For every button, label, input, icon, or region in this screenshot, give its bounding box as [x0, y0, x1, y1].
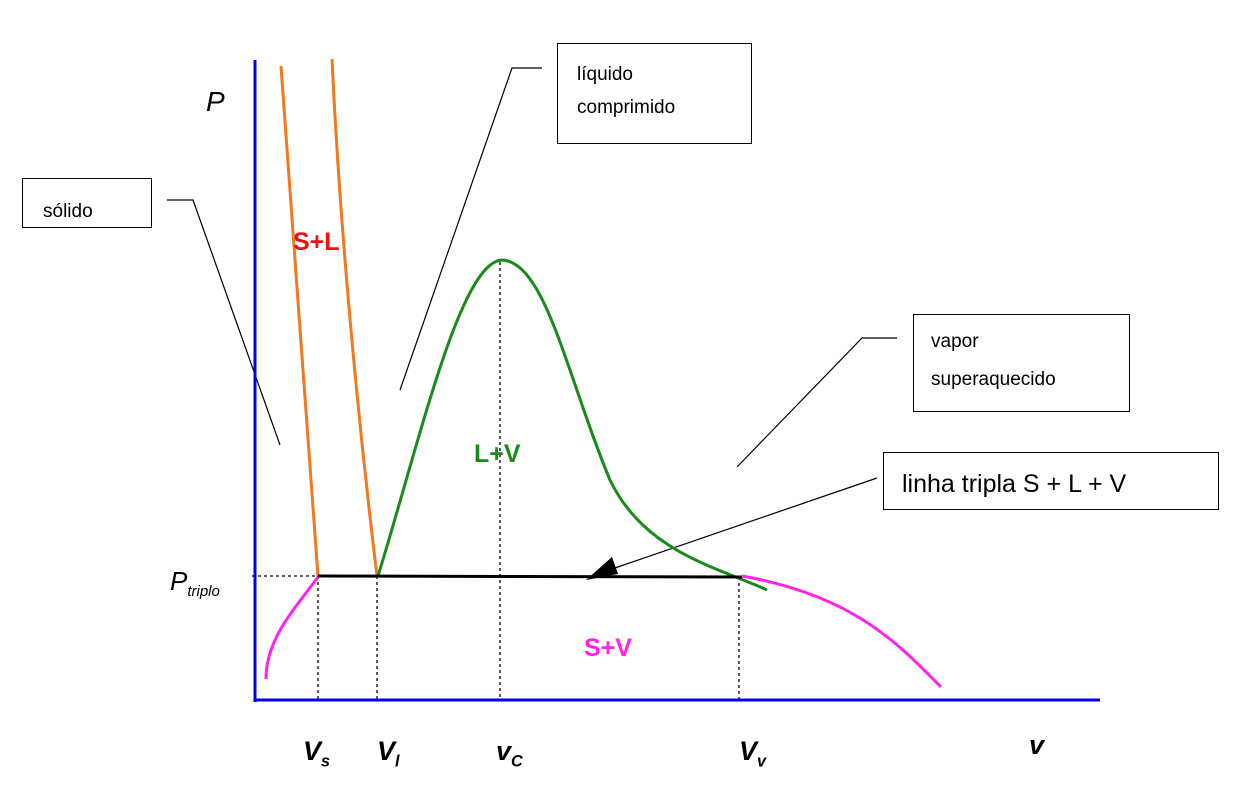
tick-label-vc: vC — [496, 736, 523, 771]
p-triple-label: Ptriplo — [170, 566, 220, 600]
triple-line-leader-line — [611, 477, 878, 570]
compressed-liquid-callout-box: líquido comprimido — [557, 43, 752, 144]
pressure-axis-label: P — [206, 86, 225, 117]
tick-vs-main: V — [303, 736, 322, 766]
sublimation-curve-left — [264, 576, 320, 680]
region-label-liquid-vapor: L+V — [474, 440, 521, 468]
tick-vl-main: V — [377, 736, 396, 766]
superheated-vapor-text-line1: vapor — [931, 331, 979, 352]
tick-vv-main: V — [739, 736, 758, 766]
triple-line-callout-box: linha tripla S + L + V — [883, 452, 1219, 510]
tick-vl-sub: l — [395, 752, 400, 771]
superheated-vapor-callout-box: vapor superaquecido — [913, 314, 1130, 412]
tick-vc-sub: C — [511, 752, 523, 771]
saturation-dome — [376, 258, 768, 592]
leader-lines — [167, 67, 897, 570]
dotted-guides — [252, 262, 740, 700]
triple-line-arrowhead — [586, 557, 618, 580]
region-label-solid-liquid: S+L — [293, 228, 340, 256]
superheated-vapor-leader-line — [736, 337, 897, 468]
solid-callout-box: sólido — [22, 178, 152, 228]
solid-callout-text: sólido — [43, 201, 93, 222]
solid-leader-line — [167, 199, 281, 446]
tick-vs-sub: s — [321, 752, 331, 771]
p-triple-sub: triplo — [187, 583, 220, 601]
superheated-vapor-text-line2: superaquecido — [931, 369, 1056, 390]
triple-line — [317, 574, 743, 579]
solid-liquid-line-left — [279, 65, 320, 577]
p-triple-main: P — [170, 566, 188, 596]
compressed-liquid-leader-line — [399, 67, 542, 391]
tick-vv-sub: v — [757, 752, 767, 771]
region-label-solid-vapor: S+V — [584, 634, 632, 662]
triple-line-callout-text: linha tripla S + L + V — [902, 470, 1127, 498]
tick-label-vl: Vl — [377, 736, 400, 771]
tick-label-vs: Vs — [303, 736, 330, 771]
compressed-liquid-text-line2: comprimido — [577, 97, 676, 118]
volume-axis-label: v — [1029, 730, 1045, 760]
solid-liquid-line-right — [330, 58, 379, 577]
tick-label-vv: Vv — [739, 736, 766, 771]
sublimation-curve-right — [741, 574, 943, 689]
tick-vc-main: v — [496, 736, 512, 766]
compressed-liquid-text-line1: líquido — [577, 64, 633, 85]
